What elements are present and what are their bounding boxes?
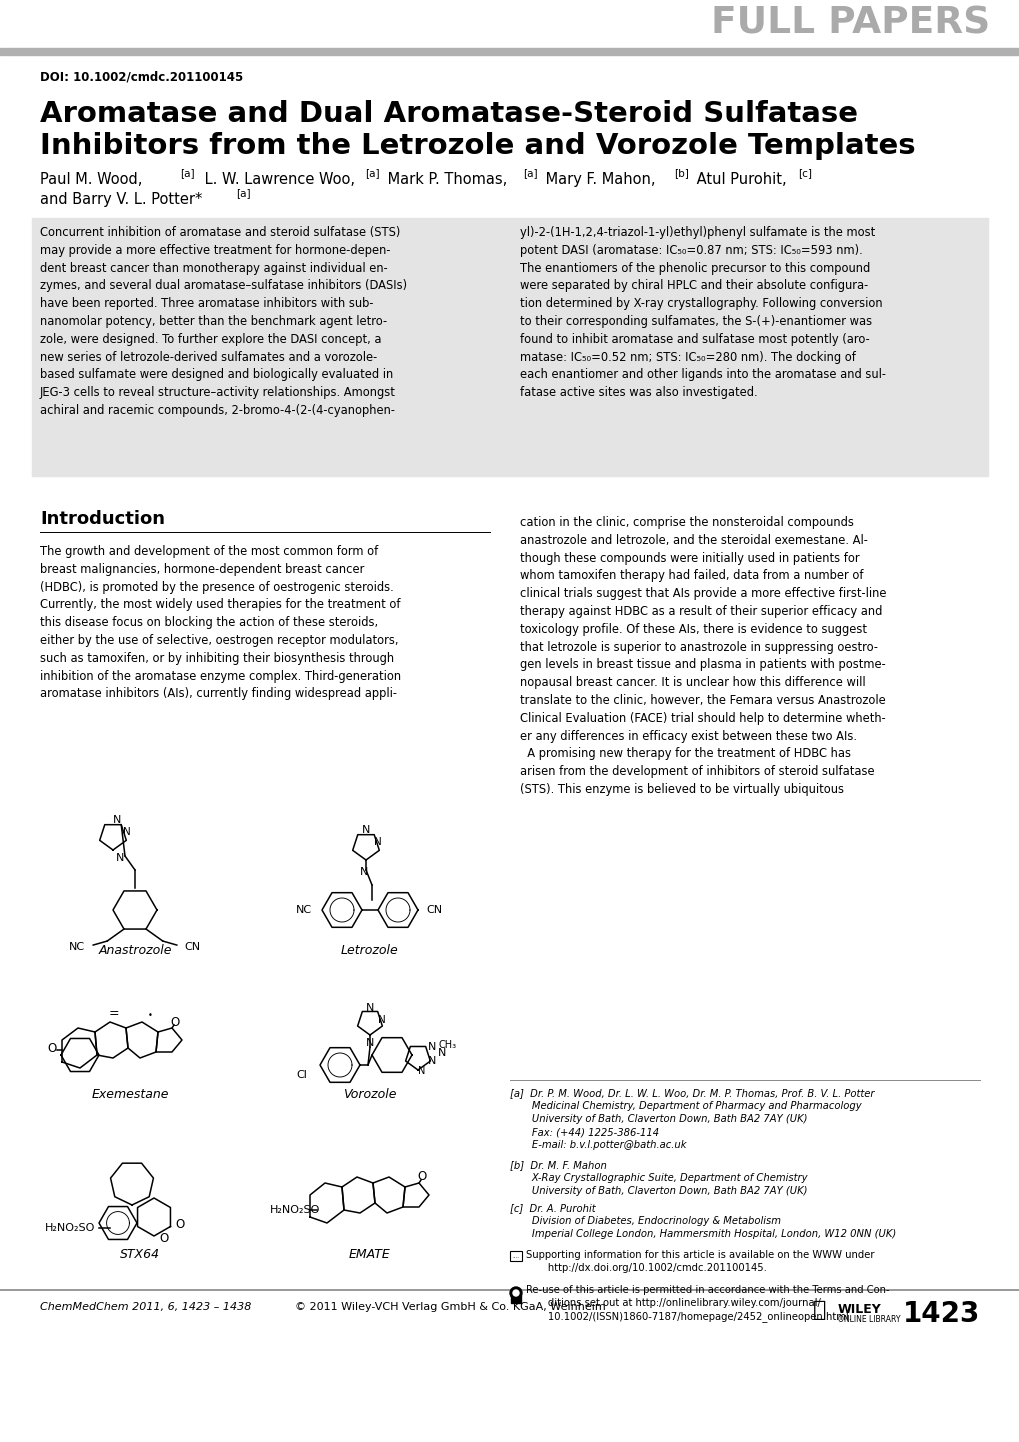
Circle shape [513,1291,519,1296]
Text: O: O [417,1171,426,1184]
Text: •: • [148,1011,152,1021]
Text: O: O [175,1218,184,1231]
Text: Anastrozole: Anastrozole [98,943,171,956]
Text: N: N [366,1004,374,1012]
Text: yl)-2-(1H-1,2,4-triazol-1-yl)ethyl)phenyl sulfamate is the most
potent DASI (aro: yl)-2-(1H-1,2,4-triazol-1-yl)ethyl)pheny… [520,226,886,399]
Text: Concurrent inhibition of aromatase and steroid sulfatase (STS)
may provide a mor: Concurrent inhibition of aromatase and s… [40,226,407,417]
Text: O: O [47,1043,57,1056]
Bar [32,218,987,476]
Text: N: N [427,1056,436,1066]
Text: EMATE: EMATE [348,1249,390,1262]
Text: N: N [437,1048,445,1058]
Text: Cl: Cl [297,1070,307,1080]
Text: O: O [159,1233,168,1246]
Text: [a]: [a] [235,187,251,198]
Text: NC: NC [69,942,86,952]
Text: H₂NO₂SO: H₂NO₂SO [45,1223,95,1233]
Text: L. W. Lawrence Woo,: L. W. Lawrence Woo, [200,172,355,187]
Text: Vorozole: Vorozole [343,1089,396,1102]
Text: Letrozole: Letrozole [340,943,398,956]
Text: O: O [170,1015,179,1028]
Text: ChemMedChem 2011, 6, 1423 – 1438: ChemMedChem 2011, 6, 1423 – 1438 [40,1302,251,1312]
Text: Aromatase and Dual Aromatase-Steroid Sulfatase: Aromatase and Dual Aromatase-Steroid Sul… [40,99,857,128]
Text: [c]  Dr. A. Purohit
       Division of Diabetes, Endocrinology & Metabolism
    : [c] Dr. A. Purohit Division of Diabetes,… [510,1203,896,1239]
Text: and Barry V. L. Potter*: and Barry V. L. Potter* [40,192,202,208]
Text: [a]: [a] [523,169,537,177]
Text: Re-use of this article is permitted in accordance with the Terms and Con-
      : Re-use of this article is permitted in a… [526,1285,889,1322]
Text: N: N [418,1066,425,1076]
Text: CN: CN [184,942,201,952]
Text: Exemestane: Exemestane [91,1089,168,1102]
Text: N: N [378,1015,385,1025]
Text: Atul Purohit,: Atul Purohit, [691,172,786,187]
Text: N: N [360,867,368,877]
Text: H₂NO₂SO: H₂NO₂SO [270,1206,320,1216]
Text: Ⓦ: Ⓦ [812,1301,825,1319]
Bar [510,1252,522,1260]
Text: NC: NC [296,906,312,916]
Text: ONLINE LIBRARY: ONLINE LIBRARY [838,1315,900,1324]
Text: The growth and development of the most common form of
breast malignancies, hormo: The growth and development of the most c… [40,545,400,701]
Bar [511,1295,521,1304]
Text: cation in the clinic, comprise the nonsteroidal compounds
anastrozole and letroz: cation in the clinic, comprise the nonst… [520,516,886,796]
Text: N: N [113,815,121,825]
Text: N: N [123,828,130,836]
Text: FULL PAPERS: FULL PAPERS [710,6,989,42]
Text: N: N [116,854,124,862]
Text: =: = [109,1008,119,1021]
Text: N: N [362,825,370,835]
Text: WILEY: WILEY [838,1304,880,1317]
Text: N: N [366,1038,374,1048]
Text: [a]: [a] [365,169,379,177]
Text: Mark P. Thomas,: Mark P. Thomas, [382,172,506,187]
Text: N: N [427,1043,436,1053]
Text: ....: .... [512,1253,519,1259]
Text: [a]  Dr. P. M. Wood, Dr. L. W. L. Woo, Dr. M. P. Thomas, Prof. B. V. L. Potter
 : [a] Dr. P. M. Wood, Dr. L. W. L. Woo, Dr… [510,1089,873,1151]
Text: CH₃: CH₃ [438,1040,457,1050]
Text: N: N [374,836,381,846]
Text: CN: CN [426,906,441,916]
Text: Supporting information for this article is available on the WWW under
       htt: Supporting information for this article … [526,1250,873,1273]
Text: [a]: [a] [179,169,195,177]
Text: 1423: 1423 [902,1301,979,1328]
Text: Paul M. Wood,: Paul M. Wood, [40,172,143,187]
Bar [0,48,1019,55]
Text: [c]: [c] [797,169,811,177]
Text: [b]  Dr. M. F. Mahon
       X-Ray Crystallographic Suite, Department of Chemistr: [b] Dr. M. F. Mahon X-Ray Crystallograph… [510,1159,807,1195]
Text: Introduction: Introduction [40,510,165,528]
Text: © 2011 Wiley-VCH Verlag GmbH & Co. KGaA, Weinheim: © 2011 Wiley-VCH Verlag GmbH & Co. KGaA,… [294,1302,605,1312]
Circle shape [510,1288,522,1299]
Text: STX64: STX64 [120,1249,160,1262]
Text: [b]: [b] [674,169,688,177]
Text: Mary F. Mahon,: Mary F. Mahon, [540,172,655,187]
Text: DOI: 10.1002/cmdc.201100145: DOI: 10.1002/cmdc.201100145 [40,71,243,84]
Text: Inhibitors from the Letrozole and Vorozole Templates: Inhibitors from the Letrozole and Vorozo… [40,133,915,160]
